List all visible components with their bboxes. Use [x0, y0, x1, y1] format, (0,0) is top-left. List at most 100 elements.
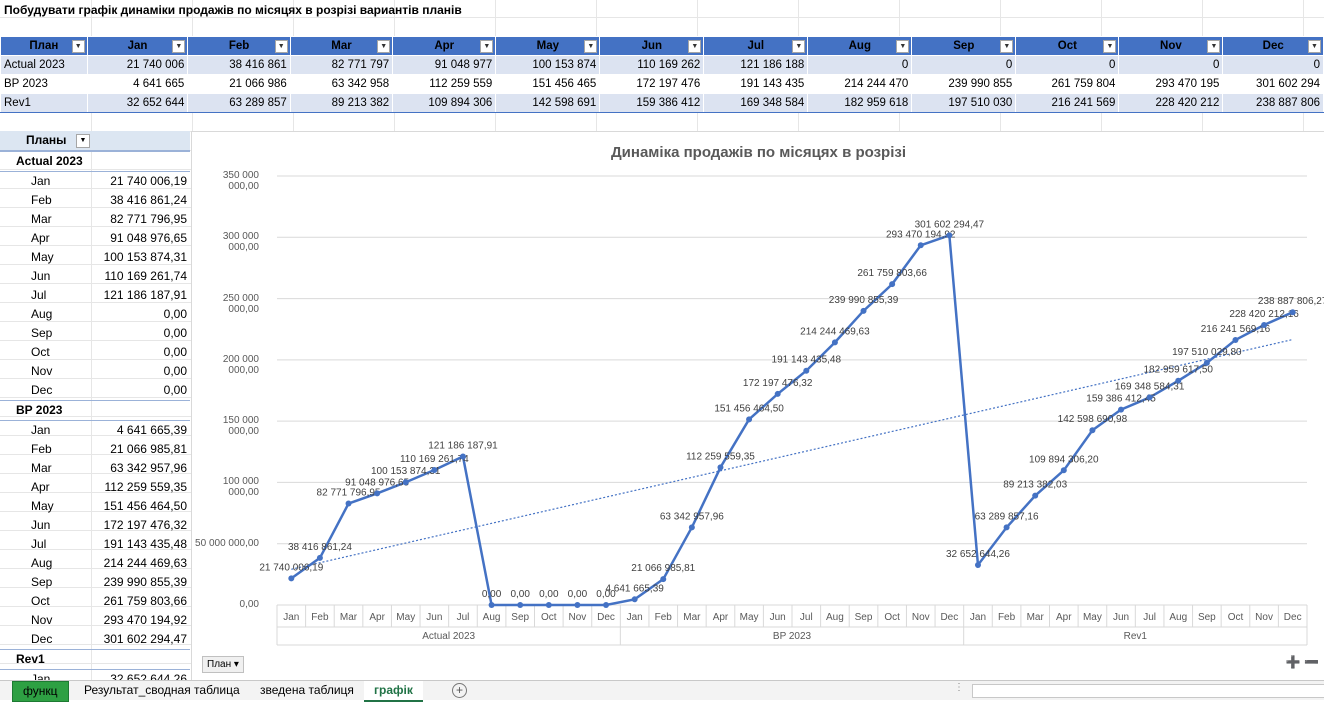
- column-header-may[interactable]: May ▼: [495, 36, 601, 56]
- pivot-row[interactable]: Dec 301 602 294,47: [0, 630, 190, 649]
- table-cell[interactable]: 100 153 874: [495, 55, 601, 75]
- column-header-oct[interactable]: Oct ▼: [1015, 36, 1120, 56]
- column-header-nov[interactable]: Nov ▼: [1118, 36, 1224, 56]
- add-sheet-icon[interactable]: +: [452, 683, 467, 698]
- filter-dropdown-icon[interactable]: ▼: [172, 40, 186, 53]
- pivot-group-header[interactable]: Rev1: [0, 649, 190, 670]
- pivot-row[interactable]: Feb 21 066 985,81: [0, 440, 190, 459]
- table-cell[interactable]: 239 990 855: [911, 74, 1017, 94]
- table-cell[interactable]: 169 348 584: [703, 93, 809, 113]
- table-cell[interactable]: 21 740 006: [86, 55, 189, 75]
- filter-dropdown-icon[interactable]: ▼: [71, 40, 85, 53]
- table-cell[interactable]: 261 759 804: [1015, 74, 1120, 94]
- table-cell[interactable]: 182 959 618: [807, 93, 913, 113]
- pivot-row[interactable]: Feb 38 416 861,24: [0, 191, 190, 210]
- column-header-jan[interactable]: Jan ▼: [86, 36, 189, 56]
- sheet-title[interactable]: Побудувати графік динаміки продажів по м…: [4, 3, 462, 17]
- sales-line-chart[interactable]: Динаміка продажів по місяцях в розрізі 2…: [191, 131, 1324, 680]
- table-cell[interactable]: 293 470 195: [1118, 74, 1224, 94]
- table-cell[interactable]: 91 048 977: [392, 55, 497, 75]
- filter-dropdown-icon[interactable]: ▼: [480, 40, 494, 53]
- tab-scroll-handle[interactable]: ⋮: [954, 682, 964, 693]
- table-cell[interactable]: 89 213 382: [289, 93, 394, 113]
- table-cell[interactable]: 228 420 212: [1118, 93, 1224, 113]
- column-header-feb[interactable]: Feb ▼: [187, 36, 291, 56]
- filter-dropdown-icon[interactable]: ▼: [1308, 40, 1321, 53]
- pivot-row[interactable]: May 100 153 874,31: [0, 248, 190, 267]
- column-header-jul[interactable]: Jul ▼: [703, 36, 809, 56]
- table-cell[interactable]: 0: [911, 55, 1017, 75]
- pivot-filter-dropdown-icon[interactable]: ▼: [76, 134, 90, 148]
- pivot-row[interactable]: Sep 0,00: [0, 324, 190, 343]
- pivot-row[interactable]: Jul 121 186 187,91: [0, 286, 190, 305]
- pivot-row[interactable]: Jun 110 169 261,74: [0, 267, 190, 286]
- filter-dropdown-icon[interactable]: ▼: [896, 40, 910, 53]
- chart-field-filter-button[interactable]: План ▾: [202, 656, 244, 673]
- table-cell[interactable]: 109 894 306: [392, 93, 497, 113]
- table-cell[interactable]: 82 771 797: [289, 55, 394, 75]
- pivot-row[interactable]: Jan 21 740 006,19: [0, 172, 190, 191]
- pivot-row[interactable]: Jul 191 143 435,48: [0, 535, 190, 554]
- table-cell[interactable]: 191 143 435: [703, 74, 809, 94]
- tab-chart[interactable]: графік: [364, 681, 423, 702]
- table-cell[interactable]: 301 602 294: [1222, 74, 1324, 94]
- table-cell[interactable]: 110 169 262: [599, 55, 705, 75]
- pivot-header[interactable]: Планы ▼: [0, 131, 190, 151]
- table-cell[interactable]: 142 598 691: [495, 93, 601, 113]
- table-cell[interactable]: 63 289 857: [187, 93, 291, 113]
- pivot-group-header[interactable]: Actual 2023: [0, 151, 190, 172]
- table-cell[interactable]: 216 241 569: [1015, 93, 1120, 113]
- table-cell[interactable]: 121 186 188: [703, 55, 809, 75]
- pivot-row[interactable]: Jan 4 641 665,39: [0, 421, 190, 440]
- filter-dropdown-icon[interactable]: ▼: [1207, 40, 1221, 53]
- column-header-sep[interactable]: Sep ▼: [911, 36, 1017, 56]
- table-cell[interactable]: 0: [1015, 55, 1120, 75]
- column-header-dec[interactable]: Dec ▼: [1222, 36, 1324, 56]
- pivot-row[interactable]: Nov 293 470 194,92: [0, 611, 190, 630]
- row-label[interactable]: BP 2023: [0, 74, 88, 94]
- filter-dropdown-icon[interactable]: ▼: [1000, 40, 1014, 53]
- table-cell[interactable]: 0: [1118, 55, 1224, 75]
- pivot-row[interactable]: Oct 261 759 803,66: [0, 592, 190, 611]
- table-cell[interactable]: 0: [1222, 55, 1324, 75]
- table-cell[interactable]: 172 197 476: [599, 74, 705, 94]
- table-cell[interactable]: 112 259 559: [392, 74, 497, 94]
- pivot-row[interactable]: Oct 0,00: [0, 343, 190, 362]
- tab-pivot-result[interactable]: Результат_сводная таблица: [84, 683, 240, 697]
- filter-dropdown-icon[interactable]: ▼: [377, 40, 391, 53]
- pivot-row[interactable]: Nov 0,00: [0, 362, 190, 381]
- pivot-row[interactable]: Aug 214 244 469,63: [0, 554, 190, 573]
- pivot-row[interactable]: Dec 0,00: [0, 381, 190, 400]
- table-cell[interactable]: 214 244 470: [807, 74, 913, 94]
- table-cell[interactable]: 38 416 861: [187, 55, 291, 75]
- table-cell[interactable]: 32 652 644: [86, 93, 189, 113]
- pivot-row[interactable]: Mar 63 342 957,96: [0, 459, 190, 478]
- filter-dropdown-icon[interactable]: ▼: [1103, 40, 1117, 53]
- pivot-row[interactable]: May 151 456 464,50: [0, 497, 190, 516]
- column-header-apr[interactable]: Apr ▼: [392, 36, 497, 56]
- column-header-mar[interactable]: Mar ▼: [289, 36, 394, 56]
- column-header-jun[interactable]: Jun ▼: [599, 36, 705, 56]
- table-cell[interactable]: 159 386 412: [599, 93, 705, 113]
- chart-title[interactable]: Динаміка продажів по місяцях в розрізі: [611, 144, 906, 161]
- table-cell[interactable]: 197 510 030: [911, 93, 1017, 113]
- filter-dropdown-icon[interactable]: ▼: [688, 40, 702, 53]
- column-header-plan[interactable]: План ▼: [0, 36, 88, 56]
- filter-dropdown-icon[interactable]: ▼: [274, 40, 288, 53]
- pivot-row[interactable]: Jun 172 197 476,32: [0, 516, 190, 535]
- filter-dropdown-icon[interactable]: ▼: [584, 40, 598, 53]
- row-label[interactable]: Rev1: [0, 93, 88, 113]
- pivot-group-header[interactable]: BP 2023: [0, 400, 190, 421]
- tab-funkts[interactable]: функц: [12, 681, 69, 702]
- table-cell[interactable]: 238 887 806: [1222, 93, 1324, 113]
- chart-plot-area[interactable]: 21 740 006,19 Jan 38 416 861,24 Feb 82 771 7…: [192, 132, 1324, 680]
- table-cell[interactable]: 0: [807, 55, 913, 75]
- pivot-row[interactable]: Apr 91 048 976,65: [0, 229, 190, 248]
- table-cell[interactable]: 151 456 465: [495, 74, 601, 94]
- column-header-aug[interactable]: Aug ▼: [807, 36, 913, 56]
- table-cell[interactable]: 21 066 986: [187, 74, 291, 94]
- table-cell[interactable]: 4 641 665: [86, 74, 189, 94]
- filter-dropdown-icon[interactable]: ▼: [792, 40, 806, 53]
- table-cell[interactable]: 63 342 958: [289, 74, 394, 94]
- pivot-row[interactable]: Sep 239 990 855,39: [0, 573, 190, 592]
